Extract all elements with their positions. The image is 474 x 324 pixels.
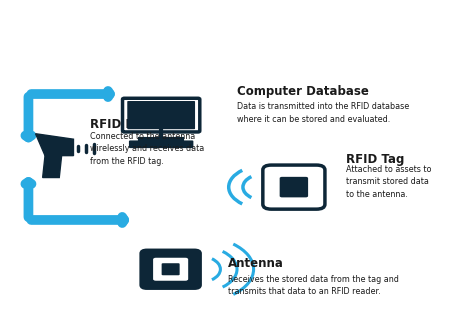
FancyBboxPatch shape <box>122 98 200 132</box>
Text: RFID Reader: RFID Reader <box>90 118 173 131</box>
Text: RFID Tag: RFID Tag <box>346 153 404 166</box>
Text: Data is transmitted into the RFID database
where it can be stored and evaluated.: Data is transmitted into the RFID databa… <box>237 102 409 124</box>
Text: Computer Database: Computer Database <box>237 85 369 98</box>
FancyBboxPatch shape <box>162 263 180 275</box>
Polygon shape <box>36 134 73 156</box>
FancyBboxPatch shape <box>153 258 188 281</box>
FancyBboxPatch shape <box>263 165 325 209</box>
FancyBboxPatch shape <box>280 177 308 197</box>
FancyBboxPatch shape <box>141 250 201 289</box>
Text: Antenna: Antenna <box>228 257 283 270</box>
Text: Attached to assets to
transmit stored data
to the antenna.: Attached to assets to transmit stored da… <box>346 165 431 199</box>
FancyBboxPatch shape <box>127 101 195 129</box>
Text: Receives the stored data from the tag and
transmits that data to an RFID reader.: Receives the stored data from the tag an… <box>228 275 398 296</box>
Text: Connected to the antenna
wirelessly and receives data
from the RFID tag.: Connected to the antenna wirelessly and … <box>90 132 204 166</box>
FancyBboxPatch shape <box>129 140 193 148</box>
Text: Basic RFID System: Basic RFID System <box>106 14 368 38</box>
Polygon shape <box>43 156 62 178</box>
